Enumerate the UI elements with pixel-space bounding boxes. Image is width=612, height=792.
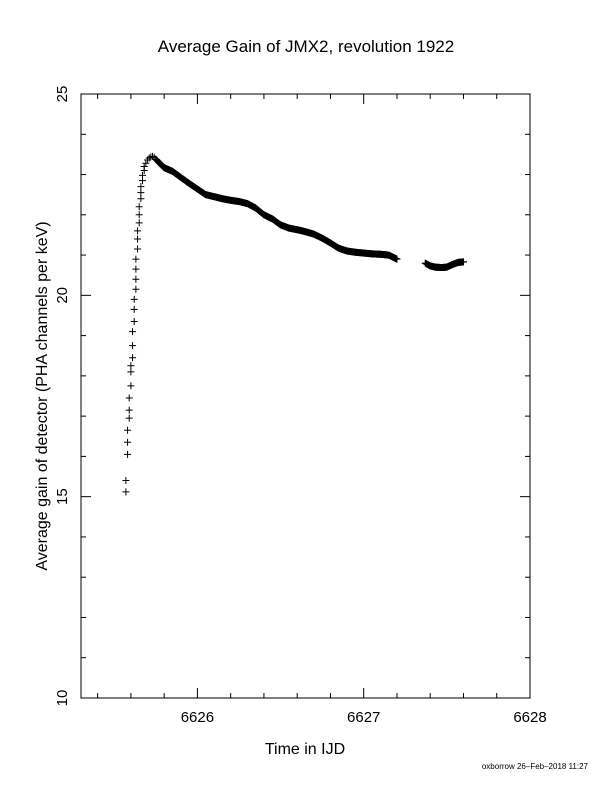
data-point [139,171,147,179]
data-point [145,154,153,162]
data-point [134,245,142,253]
data-point [127,368,135,376]
data-point [135,203,143,211]
data-point [137,195,145,203]
data-point [130,295,138,303]
data-point [134,227,142,235]
data-point [125,394,133,402]
plot-frame [80,93,531,699]
chart-title: Average Gain of JMX2, revolution 1922 [158,37,454,56]
data-point [127,362,135,370]
axis-ticks [81,93,531,699]
data-point [137,189,145,197]
data-point [125,406,133,414]
data-point [135,211,143,219]
tick-labels: 6626 6627 6628 10 15 20 25 [54,86,547,726]
data-point [129,342,137,350]
data-point [129,354,137,362]
data-point [135,219,143,227]
x-axis-label: Time in IJD [265,741,345,758]
data-point [137,183,145,191]
y-axis-label: Average gain of detector (PHA channels p… [34,221,51,570]
footer-stamp: oxborrow 26–Feb–2018 11:27 [482,762,589,771]
data-point [122,477,130,485]
data-point [132,255,140,263]
data-point [125,414,133,422]
data-point [132,265,140,273]
data-point [130,318,138,326]
data-point [140,162,148,170]
data-point [142,159,150,167]
data-point [132,285,140,293]
data-point [124,450,132,458]
data-point [132,275,140,283]
data-point [459,258,467,266]
y-tick-label: 15 [54,488,71,505]
data-point [124,438,132,446]
data-point [127,382,135,390]
data-points [122,152,467,496]
data-point [130,305,138,313]
y-tick-label: 20 [54,287,71,304]
x-tick-label: 6627 [347,709,380,726]
data-point [393,255,401,263]
data-point [129,328,137,336]
y-tick-label: 10 [54,690,71,707]
x-tick-label: 6626 [181,709,214,726]
data-point [122,488,130,496]
y-tick-label: 25 [54,86,71,103]
data-point [124,426,132,434]
x-tick-label: 6628 [513,709,546,726]
data-point [134,235,142,243]
